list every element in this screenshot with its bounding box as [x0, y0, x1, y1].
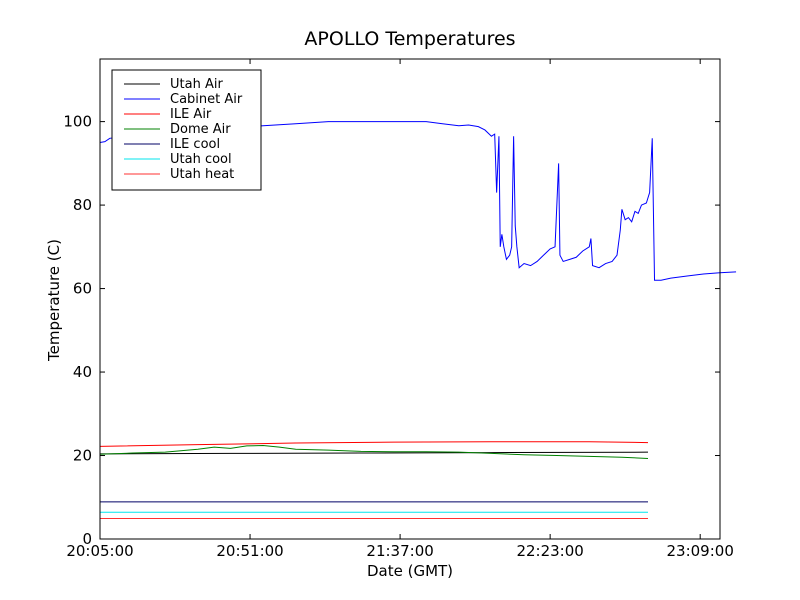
x-tick-label: 20:05:00	[66, 542, 133, 560]
y-tick-label: 60	[73, 280, 92, 298]
y-tick-label: 100	[63, 113, 92, 131]
legend-label: ILE cool	[170, 137, 220, 152]
legend-label: Dome Air	[170, 122, 231, 137]
series-line-utah-air	[99, 451, 649, 455]
y-axis-label: Temperature (C)	[45, 239, 63, 362]
x-tick-label: 23:09:00	[667, 542, 734, 560]
series-line-cabinet-air	[99, 121, 737, 281]
series-layer	[99, 121, 737, 520]
legend-label: Utah heat	[170, 167, 234, 182]
y-tick-label: 80	[73, 196, 92, 214]
legend-box	[111, 69, 262, 191]
legend-label: Utah Air	[170, 77, 223, 92]
legend-label: Utah cool	[170, 152, 232, 167]
series-line-ile-air	[99, 441, 649, 447]
y-tick-label: 20	[73, 447, 92, 465]
x-tick-label: 21:37:00	[366, 542, 433, 560]
y-tick-label: 40	[73, 363, 92, 381]
plot-frame	[99, 58, 721, 540]
axes-layer: 0 20 40 60 80 100 20:05:00 20:51:00 21:37:00 22:2…	[63, 58, 734, 560]
legend-label: Cabinet Air	[170, 92, 243, 107]
x-tick-label: 22:23:00	[516, 542, 583, 560]
x-axis-label: Date (GMT)	[367, 562, 453, 580]
x-tick-label: 20:51:00	[216, 542, 283, 560]
y-tick-label: 0	[82, 530, 92, 548]
series-line-dome-air	[99, 444, 649, 459]
chart-title: APOLLO Temperatures	[304, 28, 515, 50]
legend-label: ILE Air	[170, 107, 212, 122]
